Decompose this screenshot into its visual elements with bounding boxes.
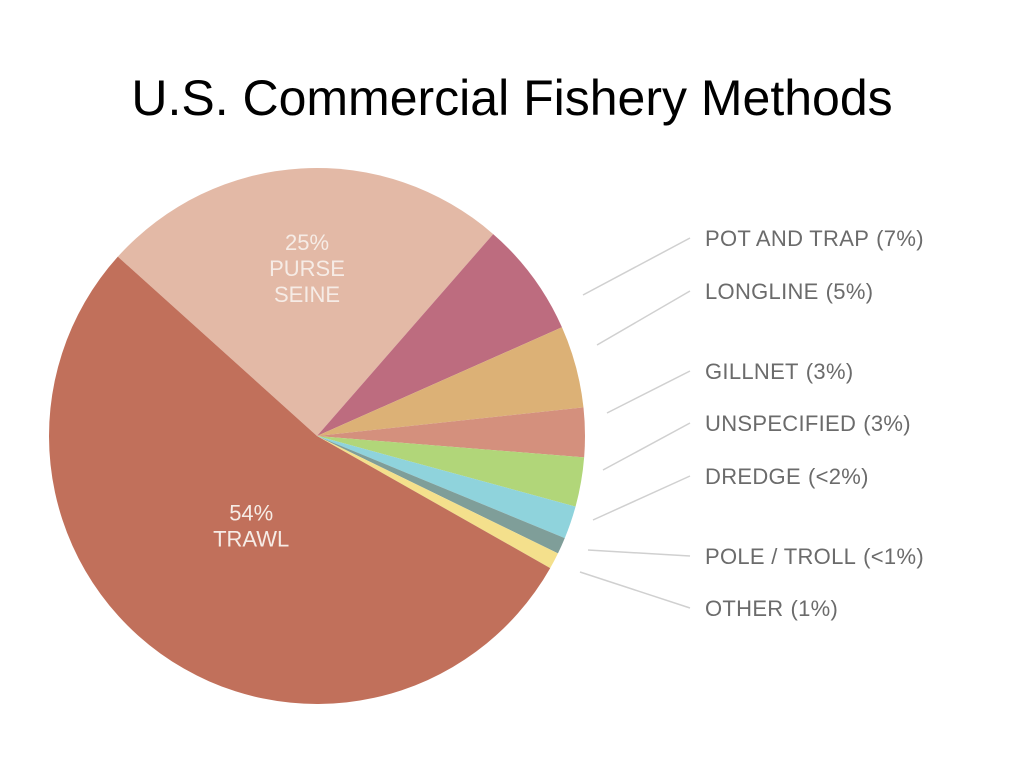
legend-value-label: (<1%) xyxy=(863,544,924,569)
leader-line xyxy=(602,422,691,471)
legend-value-label: (5%) xyxy=(826,279,874,304)
leader-line xyxy=(579,571,691,609)
slice-category-line: SEINE xyxy=(274,282,340,307)
legend-label: LONGLINE (5%) xyxy=(705,279,873,304)
pie-slice xyxy=(317,407,586,458)
legend-category: LONGLINE xyxy=(705,279,819,304)
legend-category: GILLNET xyxy=(705,359,799,384)
legend-value-label: (<2%) xyxy=(808,464,869,489)
leader-line xyxy=(606,370,691,414)
legend-label: OTHER (1%) xyxy=(705,596,838,621)
slice-category: TRAWL xyxy=(213,526,289,551)
legend-category: OTHER xyxy=(705,596,784,621)
legend-category: UNSPECIFIED xyxy=(705,411,856,436)
pie-slice xyxy=(317,436,565,554)
legend-label: GILLNET (3%) xyxy=(705,359,853,384)
legend-label: POLE / TROLL (<1%) xyxy=(705,544,924,569)
legend-category: DREDGE xyxy=(705,464,801,489)
pie-slice xyxy=(48,256,551,705)
slice-category: PURSE SEINE xyxy=(269,256,345,307)
chart-title: U.S. Commercial Fishery Methods xyxy=(131,70,892,126)
leader-line xyxy=(596,290,691,346)
pie-slice xyxy=(317,436,558,569)
pie-slice xyxy=(317,327,584,436)
leader-line xyxy=(582,237,691,296)
legend-label: DREDGE (<2%) xyxy=(705,464,869,489)
pie-slice xyxy=(317,234,562,436)
legend-value-label: (3%) xyxy=(806,359,854,384)
legend-label: UNSPECIFIED (3%) xyxy=(705,411,911,436)
slice-label: 54% TRAWL xyxy=(213,500,289,551)
legend-label: POT AND TRAP (7%) xyxy=(705,226,924,251)
legend-value-label: (3%) xyxy=(863,411,911,436)
slice-value-label: 54% xyxy=(229,500,273,525)
legend-category: POLE / TROLL xyxy=(705,544,856,569)
slice-category-line: PURSE xyxy=(269,256,345,281)
leader-line xyxy=(587,549,691,557)
legend-value-label: (7%) xyxy=(876,226,924,251)
pie-slice xyxy=(117,168,494,436)
legend-value-label: (1%) xyxy=(791,596,839,621)
pie-slice xyxy=(317,436,576,539)
legend-category: POT AND TRAP xyxy=(705,226,869,251)
slice-label: 25% PURSE SEINE xyxy=(269,230,345,307)
slice-value-label: 25% xyxy=(285,230,329,255)
pie-slice xyxy=(317,436,585,507)
leader-line xyxy=(592,475,691,521)
